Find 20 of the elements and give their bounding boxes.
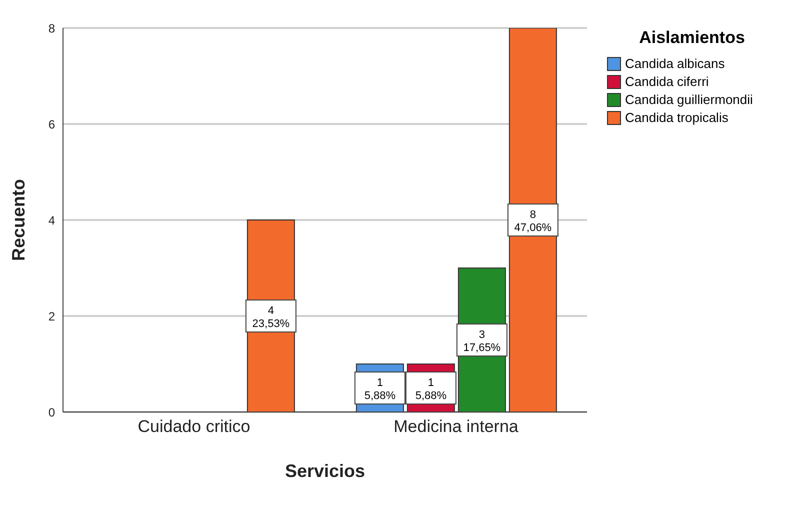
legend-label: Candida guilliermondii <box>625 92 753 107</box>
y-tick-label: 4 <box>48 213 56 228</box>
y-tick-label: 0 <box>48 405 56 420</box>
data-label: 4 23,53% <box>252 305 290 330</box>
x-tick-label: Cuidado critico <box>138 417 250 436</box>
legend-label: Candida ciferri <box>625 74 709 89</box>
y-axis-title: Recuento <box>8 178 28 262</box>
y-tick-label: 8 <box>48 21 56 36</box>
y-tick-label: 6 <box>48 117 56 132</box>
bar <box>508 28 557 412</box>
x-tick-label: Medicina interna <box>394 417 519 436</box>
data-label: 8 47,06% <box>514 209 552 234</box>
legend-label: Candida albicans <box>625 56 725 71</box>
data-label: 1 5,88% <box>415 377 447 402</box>
legend-label: Candida tropicalis <box>625 110 728 125</box>
data-label: 1 5,88% <box>364 377 396 402</box>
legend-title: Aislamientos <box>638 28 746 48</box>
x-axis-title: Servicios <box>284 461 366 481</box>
y-tick-label: 2 <box>48 309 56 324</box>
data-label: 3 17,65% <box>463 329 501 354</box>
